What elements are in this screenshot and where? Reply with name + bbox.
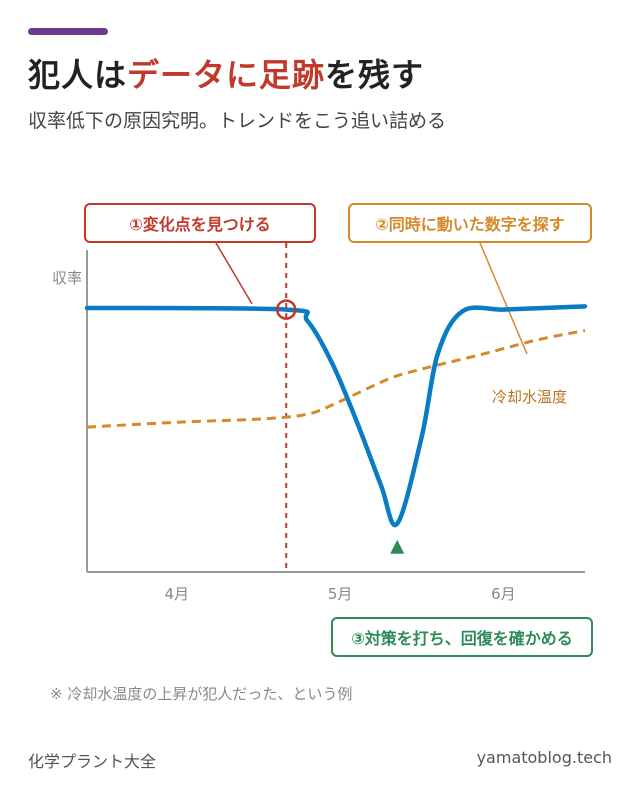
callout-action: ③対策を打ち、回復を確かめる [331, 617, 593, 657]
title-suffix: を残す [325, 56, 425, 94]
change-point-marker [275, 299, 297, 320]
callout-change-point: ①変化点を見つける [84, 203, 316, 243]
coolant-temperature-line [86, 329, 586, 429]
action-arrow-head [390, 539, 405, 554]
yield-line [84, 304, 588, 528]
title-prefix: 犯人は [28, 56, 128, 94]
accent-bar [28, 28, 108, 35]
callout-1-leader [215, 242, 253, 305]
x-tick-label: 6月 [491, 585, 516, 603]
callout-2-leader [479, 242, 528, 355]
x-tick-label: 4月 [165, 585, 190, 603]
title-highlight: データに足跡 [127, 56, 326, 94]
y-axis-label: 収率 [52, 269, 82, 287]
footer-url: yamatoblog.tech [476, 748, 612, 767]
footer-brand: 化学プラント大全 [28, 752, 157, 771]
page-subtitle: 収率低下の原因究明。トレンドをこう追い詰める [28, 110, 447, 132]
series-label-coolant: 冷却水温度 [492, 388, 567, 406]
footnote: ※ 冷却水温度の上昇が犯人だった、という例 [50, 685, 353, 703]
x-tick-label: 5月 [328, 585, 353, 603]
page-title: 犯人はデータに足跡を残す [28, 50, 424, 96]
callout-correlated-variable: ②同時に動いた数字を探す [348, 203, 592, 243]
